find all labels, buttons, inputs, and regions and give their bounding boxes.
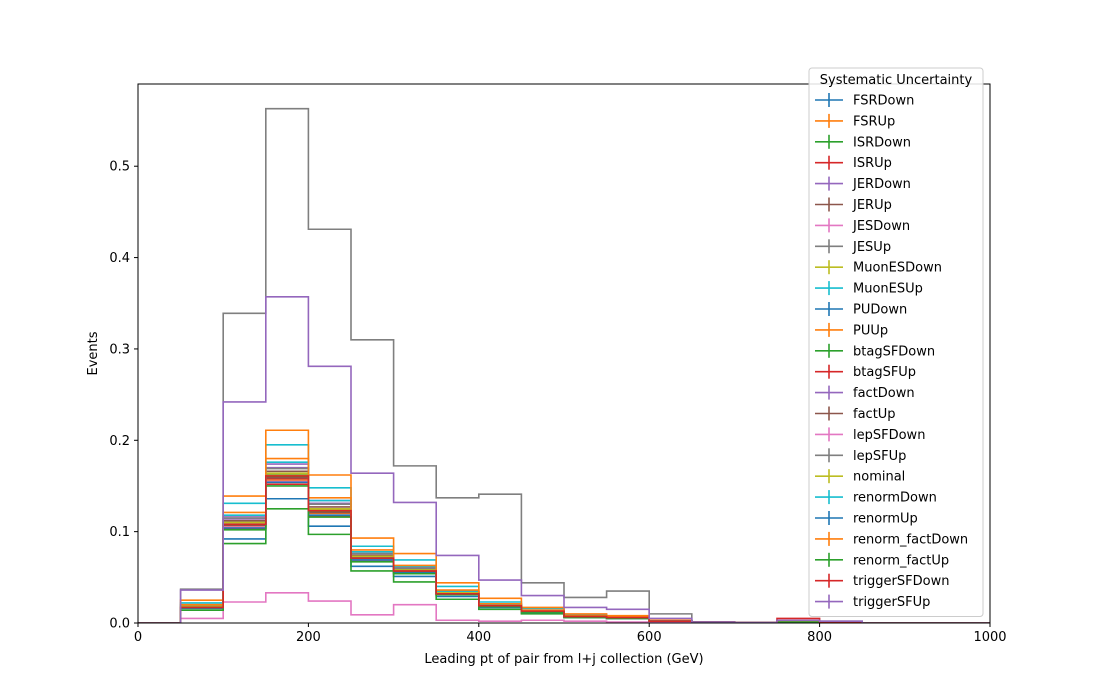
- x-tick-label: 800: [807, 630, 832, 645]
- legend-entry-btagSFUp: btagSFUp: [815, 364, 916, 380]
- legend-label: ISRDown: [853, 135, 911, 150]
- legend-label: renorm_factDown: [853, 532, 968, 547]
- legend-label: btagSFUp: [853, 365, 916, 380]
- legend-label: nominal: [853, 470, 905, 485]
- legend-entry-FSRDown: FSRDown: [815, 93, 914, 109]
- legend-label: FSRDown: [853, 94, 914, 109]
- x-tick-label: 200: [296, 630, 321, 645]
- x-tick-label: 1000: [973, 630, 1006, 645]
- legend-label: JERUp: [852, 198, 892, 213]
- legend-entry-triggerSFUp: triggerSFUp: [815, 594, 930, 610]
- y-tick-label: 0.4: [109, 251, 130, 266]
- legend-entry-lepSFDown: lepSFDown: [815, 427, 925, 443]
- legend-title: Systematic Uncertainty: [820, 73, 973, 88]
- legend-entry-triggerSFDown: triggerSFDown: [815, 573, 949, 589]
- legend-label: MuonESDown: [853, 261, 942, 276]
- legend-entry-JERUp: JERUp: [815, 197, 892, 213]
- legend-entry-renormUp: renormUp: [815, 511, 918, 527]
- plot-area: [138, 107, 990, 623]
- x-axis-label: Leading pt of pair from l+j collection (…: [424, 652, 703, 667]
- legend-entry-factUp: factUp: [815, 406, 896, 422]
- legend-entry-JERDown: JERDown: [815, 176, 911, 192]
- series-line-triggerSFDown: [138, 475, 990, 623]
- legend-label: factUp: [853, 407, 896, 422]
- x-tick-label: 400: [466, 630, 491, 645]
- axes-frame: [137, 83, 991, 624]
- legend-label: FSRUp: [853, 114, 895, 129]
- legend-entry-PUDown: PUDown: [815, 302, 907, 318]
- legend-label: lepSFUp: [853, 449, 906, 464]
- series-line-JESDown: [138, 592, 990, 623]
- legend-label: MuonESUp: [853, 282, 923, 297]
- legend-label: btagSFDown: [853, 344, 935, 359]
- y-tick-label: 0.5: [109, 160, 130, 175]
- y-tick-label: 0.3: [109, 342, 130, 357]
- y-tick-label: 0.2: [109, 434, 130, 449]
- legend: Systematic Uncertainty FSRDown FSRUp ISRDow…: [808, 67, 984, 617]
- legend-entry-JESUp: JESUp: [815, 239, 891, 255]
- x-tick-label: 600: [637, 630, 662, 645]
- axes: 0 200 400 600 800 1000 0.0 0.1 0.2 0.3 0.4 0.5 Leadi…: [86, 83, 1007, 667]
- legend-entry-renorm_factDown: renorm_factDown: [815, 531, 968, 547]
- legend-entry-btagSFDown: btagSFDown: [815, 343, 935, 359]
- legend-label: PUDown: [853, 303, 907, 318]
- legend-entry-renormDown: renormDown: [815, 490, 937, 506]
- legend-entry-factDown: factDown: [815, 385, 915, 401]
- legend-entry-ISRUp: ISRUp: [815, 155, 892, 171]
- legend-entry-JESDown: JESDown: [815, 218, 910, 234]
- legend-entry-nominal: nominal: [815, 469, 905, 485]
- legend-entry-PUUp: PUUp: [815, 322, 888, 338]
- x-tick-label: 0: [134, 630, 142, 645]
- legend-label: triggerSFUp: [853, 595, 930, 610]
- legend-label: ISRUp: [853, 156, 892, 171]
- legend-label: JESDown: [852, 219, 910, 234]
- legend-label: renormDown: [853, 491, 937, 506]
- legend-entry-ISRDown: ISRDown: [815, 134, 911, 150]
- legend-entry-MuonESDown: MuonESDown: [815, 260, 942, 276]
- legend-label: JESUp: [852, 240, 891, 255]
- y-tick-label: 0.0: [109, 617, 130, 632]
- legend-label: renormUp: [853, 512, 918, 527]
- y-axis-label: Events: [86, 331, 101, 375]
- y-tick-label: 0.1: [109, 525, 130, 540]
- legend-entry-lepSFUp: lepSFUp: [815, 448, 906, 464]
- legend-label: factDown: [853, 386, 915, 401]
- legend-box: [808, 67, 984, 617]
- legend-entry-MuonESUp: MuonESUp: [815, 281, 923, 297]
- legend-label: JERDown: [852, 177, 911, 192]
- legend-label: lepSFDown: [853, 428, 925, 443]
- legend-entry-FSRUp: FSRUp: [815, 113, 895, 129]
- legend-entry-renorm_factUp: renorm_factUp: [815, 552, 949, 568]
- series-line-renorm_factUp: [138, 485, 990, 623]
- legend-label: PUUp: [853, 323, 888, 338]
- legend-label: renorm_factUp: [853, 553, 949, 568]
- series-line-triggerSFUp: [138, 296, 990, 623]
- legend-label: triggerSFDown: [853, 574, 949, 589]
